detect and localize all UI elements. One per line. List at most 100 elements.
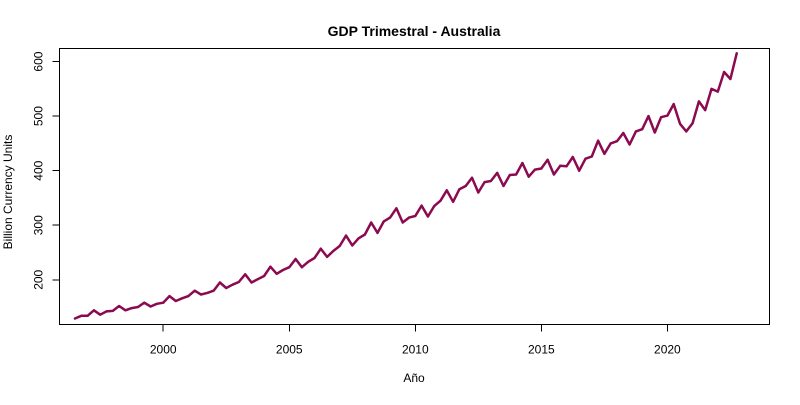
- data-point: [237, 280, 240, 284]
- data-point: [256, 278, 259, 281]
- data-point: [332, 249, 335, 252]
- series-layer: [73, 52, 738, 320]
- data-point: [483, 181, 486, 184]
- data-point: [634, 130, 637, 133]
- data-point: [527, 175, 530, 178]
- data-point: [262, 274, 266, 278]
- x-tick-label: 2005: [276, 343, 303, 357]
- data-point: [578, 169, 581, 172]
- data-point: [546, 158, 549, 161]
- y-tick-label: 500: [32, 106, 46, 126]
- data-point: [288, 266, 291, 269]
- y-tick-label: 300: [32, 215, 46, 235]
- data-point: [86, 314, 89, 317]
- data-point: [225, 286, 228, 290]
- data-point: [439, 199, 442, 202]
- data-point: [168, 295, 171, 298]
- data-point: [590, 155, 593, 158]
- x-tick-label: 2000: [150, 343, 177, 357]
- data-point: [376, 231, 379, 234]
- data-point: [641, 128, 644, 131]
- data-point: [584, 157, 587, 160]
- data-point: [464, 184, 467, 188]
- data-point: [697, 100, 700, 103]
- y-tick-label: 200: [32, 269, 46, 289]
- data-point: [105, 310, 108, 313]
- data-point: [722, 70, 726, 74]
- data-point: [452, 200, 455, 203]
- data-point: [565, 165, 568, 168]
- data-point: [571, 155, 574, 159]
- data-point: [281, 268, 285, 272]
- data-point: [80, 314, 83, 317]
- data-point: [603, 152, 606, 155]
- data-point: [294, 257, 297, 261]
- data-point: [218, 281, 222, 284]
- data-point: [187, 295, 190, 298]
- data-point: [231, 283, 234, 286]
- y-tick-label: 600: [32, 51, 46, 71]
- data-point: [325, 255, 329, 258]
- data-point: [162, 301, 165, 304]
- data-point: [496, 171, 499, 174]
- data-point: [382, 220, 385, 223]
- data-point: [363, 233, 366, 236]
- y-tick-label: 400: [32, 160, 46, 180]
- data-point: [458, 188, 461, 191]
- y-axis-label: Billion Currency Units: [1, 135, 15, 250]
- data-point: [124, 309, 127, 312]
- data-point: [244, 273, 247, 276]
- data-point: [136, 305, 140, 309]
- data-point: [521, 161, 524, 165]
- chart-title: GDP Trimestral - Australia: [328, 23, 501, 39]
- data-point: [735, 52, 738, 55]
- x-tick-label: 2020: [654, 343, 681, 357]
- data-point: [206, 291, 209, 294]
- x-tick-label: 2015: [528, 343, 555, 357]
- data-point: [181, 297, 184, 300]
- data-point: [552, 173, 556, 176]
- data-point: [388, 216, 392, 219]
- data-point: [666, 114, 669, 117]
- data-point: [502, 184, 505, 188]
- x-axis-label: Año: [403, 371, 425, 385]
- data-point: [691, 122, 694, 125]
- data-point: [92, 309, 96, 312]
- x-axis: 2000 2005 2010 2015 2020: [150, 324, 681, 357]
- data-point: [269, 265, 272, 268]
- data-point: [622, 131, 625, 135]
- data-point: [155, 302, 159, 305]
- data-point: [685, 130, 688, 133]
- data-point: [174, 299, 177, 303]
- data-point: [199, 293, 203, 296]
- data-point: [73, 317, 77, 320]
- data-point: [130, 307, 133, 310]
- data-point: [596, 139, 600, 142]
- data-point: [470, 176, 474, 179]
- data-point: [710, 87, 713, 90]
- data-point: [300, 266, 303, 269]
- data-point: [401, 221, 404, 224]
- data-point: [716, 90, 719, 93]
- data-point: [344, 234, 348, 237]
- data-point: [99, 313, 102, 316]
- data-point: [149, 305, 152, 308]
- data-point: [628, 143, 631, 146]
- data-point: [489, 179, 493, 183]
- data-point: [647, 115, 650, 118]
- data-point: [351, 244, 354, 247]
- data-point: [704, 109, 707, 112]
- gdp-series-line: [73, 52, 738, 320]
- data-point: [111, 309, 114, 312]
- data-point: [118, 304, 121, 308]
- data-point: [729, 77, 732, 81]
- data-point: [193, 289, 196, 292]
- data-point: [533, 168, 537, 171]
- data-point: [319, 247, 322, 250]
- data-point: [395, 207, 398, 210]
- data-point: [275, 272, 278, 275]
- data-point: [540, 167, 543, 170]
